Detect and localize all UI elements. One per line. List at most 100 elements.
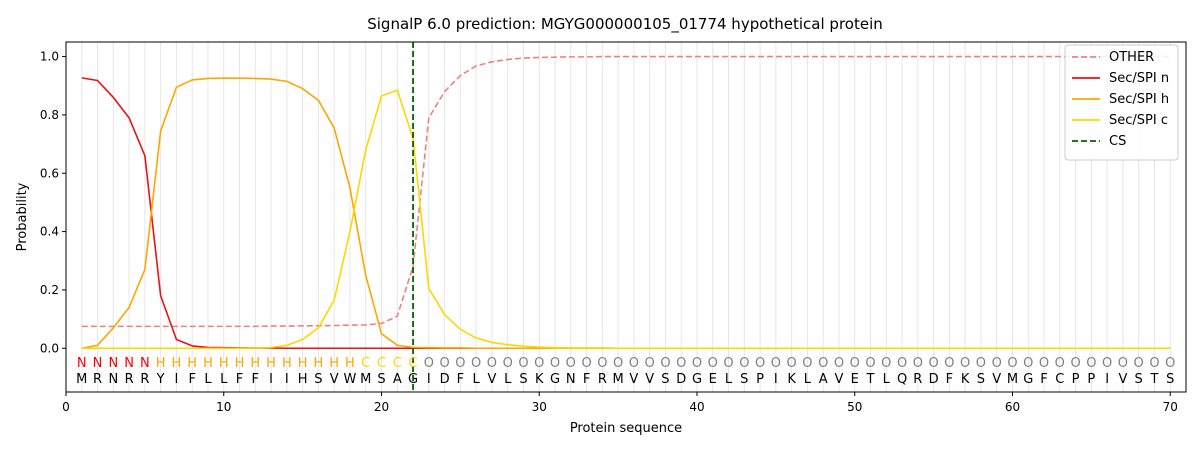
residue-label: P (1072, 372, 1080, 387)
residue-label: I (427, 372, 431, 387)
residue-label: S (519, 372, 527, 387)
residue-label: N (566, 372, 576, 387)
residue-label: K (961, 372, 970, 387)
region-label: H (219, 356, 229, 371)
residue-label: F (1040, 372, 1047, 387)
region-label: C (377, 356, 386, 371)
residue-label: M (1007, 372, 1018, 387)
x-tick-label: 20 (374, 400, 389, 414)
region-label: O (865, 356, 875, 371)
residue-label: L (883, 372, 891, 387)
residue-label: Q (897, 372, 907, 387)
region-label: O (1070, 356, 1080, 371)
residue-label: V (645, 372, 654, 387)
x-tick-label: 0 (62, 400, 70, 414)
y-tick-label: 0.6 (40, 166, 59, 180)
residue-label: P (756, 372, 764, 387)
region-label: O (487, 356, 497, 371)
residue-label: Y (156, 372, 165, 387)
region-label: O (1102, 356, 1112, 371)
region-label: O (1023, 356, 1033, 371)
region-label: O (581, 356, 591, 371)
region-label: H (282, 356, 292, 371)
region-label: O (976, 356, 986, 371)
residue-label: I (1105, 372, 1109, 387)
residue-label: A (819, 372, 828, 387)
residue-label: F (583, 372, 590, 387)
region-label: O (881, 356, 891, 371)
residue-label: V (487, 372, 496, 387)
region-label: N (77, 356, 87, 371)
region-label: O (739, 356, 749, 371)
region-label: C (393, 356, 402, 371)
x-tick-label: 30 (532, 400, 547, 414)
region-label: O (676, 356, 686, 371)
region-label: O (913, 356, 923, 371)
residue-label: L (504, 372, 512, 387)
residue-label: T (866, 372, 875, 387)
residue-label: G (550, 372, 560, 387)
region-label: H (266, 356, 276, 371)
residue-label: L (473, 372, 481, 387)
residue-label: F (188, 372, 195, 387)
region-label: H (235, 356, 245, 371)
residue-label: T (1149, 372, 1158, 387)
residue-label: S (661, 372, 669, 387)
region-label: O (424, 356, 434, 371)
residue-label: W (344, 372, 357, 387)
x-tick-label: 70 (1163, 400, 1178, 414)
region-label: O (850, 356, 860, 371)
region-label: O (1039, 356, 1049, 371)
region-label: O (439, 356, 449, 371)
region-label: O (802, 356, 812, 371)
residue-label: V (629, 372, 638, 387)
region-label: H (187, 356, 197, 371)
y-tick-label: 1.0 (40, 50, 59, 64)
region-label: O (1165, 356, 1175, 371)
y-tick-label: 0.2 (40, 283, 59, 297)
region-label: O (597, 356, 607, 371)
residue-label: E (851, 372, 859, 387)
region-label: O (645, 356, 655, 371)
residue-label: V (1118, 372, 1127, 387)
residue-label: F (946, 372, 953, 387)
residue-label: R (140, 372, 149, 387)
region-label: H (314, 356, 324, 371)
region-label: O (566, 356, 576, 371)
residue-label: R (125, 372, 134, 387)
residue-label: D (676, 372, 686, 387)
residue-label: D (929, 372, 939, 387)
residue-label: S (1166, 372, 1174, 387)
residue-label: C (1055, 372, 1064, 387)
region-label: H (172, 356, 182, 371)
region-label: O (550, 356, 560, 371)
y-tick-label: 0.4 (40, 225, 59, 239)
region-label: O (787, 356, 797, 371)
region-label: O (897, 356, 907, 371)
residue-label: G (692, 372, 702, 387)
x-tick-label: 10 (216, 400, 231, 414)
residue-label: K (535, 372, 544, 387)
region-label: O (629, 356, 639, 371)
region-label: N (140, 356, 150, 371)
residue-label: G (408, 372, 418, 387)
region-label: O (1134, 356, 1144, 371)
residue-label: S (314, 372, 322, 387)
series-line-0 (81, 55, 1171, 328)
residue-label: V (835, 372, 844, 387)
y-axis-label: Probability (15, 182, 30, 251)
region-label: O (755, 356, 765, 371)
region-label: O (471, 356, 481, 371)
region-label: O (660, 356, 670, 371)
axis-layer: 0 10 20 30 40 50 60 70 0.0 0.2 0.4 0.6 0.8 1.0 (40, 50, 1178, 414)
plot-frame (65, 41, 1187, 393)
residue-label: L (220, 372, 228, 387)
x-tick-label: 50 (847, 400, 862, 414)
region-label: O (534, 356, 544, 371)
legend: OTHER Sec/SPI n Sec/SPI h Sec/SPI c CS (1064, 44, 1179, 161)
region-label: H (203, 356, 213, 371)
region-label: O (1055, 356, 1065, 371)
legend-label: CS (1109, 134, 1126, 149)
residue-label: R (913, 372, 922, 387)
